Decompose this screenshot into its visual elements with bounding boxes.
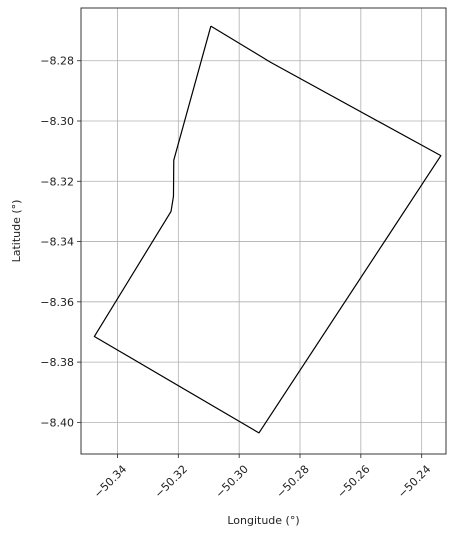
x-tick-label: −50.32 [152,463,190,501]
y-tick-label: −8.34 [40,236,74,249]
x-tick-label: −50.30 [213,463,251,501]
y-tick-label: −8.36 [40,296,74,309]
x-tick-label: −50.26 [335,463,373,501]
y-axis-ticks: −8.28 −8.30 −8.32 −8.34 −8.36 −8.38 −8.40 [40,55,81,429]
plot-frame [80,7,447,455]
y-tick-label: −8.32 [40,175,74,188]
x-axis-ticks: −50.34 −50.32 −50.30 −50.28 −50.26 −50.24 [91,454,433,501]
y-tick-label: −8.28 [40,55,74,68]
series [93,25,442,434]
x-tick-label: −50.28 [274,463,312,501]
y-axis-label: Latitude (°) [10,200,23,263]
boundary-line [93,25,442,434]
x-tick-label: −50.34 [91,463,129,501]
grid [81,8,446,454]
x-tick-label: −50.24 [395,463,433,501]
y-tick-label: −8.30 [40,115,74,128]
y-tick-label: −8.40 [40,416,74,429]
x-axis-label: Longitude (°) [227,514,299,527]
y-tick-label: −8.38 [40,356,74,369]
